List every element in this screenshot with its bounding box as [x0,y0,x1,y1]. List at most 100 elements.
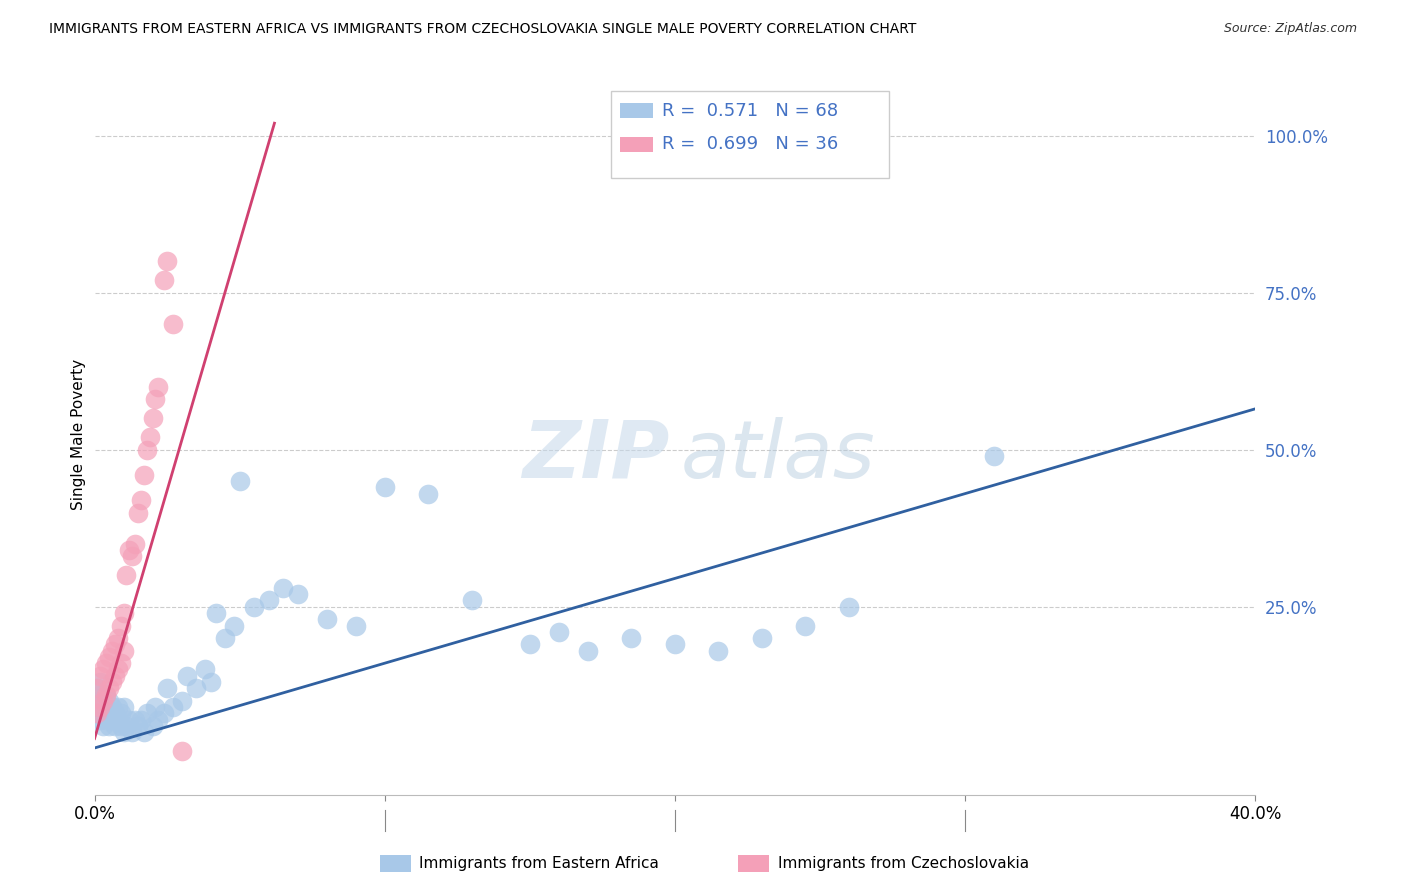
Point [184,681,207,696]
Text: Source: ZipAtlas.com: Source: ZipAtlas.com [1223,22,1357,36]
Text: Immigrants from Czechoslovakia: Immigrants from Czechoslovakia [778,856,1029,871]
Point [145,392,167,407]
Text: atlas: atlas [681,417,876,495]
Point [110,657,132,671]
Point [162,317,184,331]
Point [104,706,127,721]
Point [142,411,165,425]
Point [127,506,149,520]
Point [110,706,132,721]
Point [418,486,440,500]
Point [98,719,121,733]
Point [115,719,138,733]
Point [101,713,124,727]
Point [89,688,111,702]
Point [96,688,118,702]
Point [96,700,118,714]
Point [91,719,114,733]
Point [707,643,730,657]
Point [98,706,121,721]
Point [86,681,108,696]
Point [153,273,176,287]
Point [983,449,1005,463]
Point [138,430,160,444]
Point [129,713,152,727]
Point [315,612,337,626]
Point [200,675,222,690]
Point [127,719,149,733]
Point [145,700,167,714]
Point [89,700,111,714]
Point [121,549,143,564]
Text: ZIP: ZIP [522,417,669,495]
Point [156,681,179,696]
Point [91,663,114,677]
Point [576,643,599,657]
Point [89,675,111,690]
Point [374,480,396,494]
Point [112,643,135,657]
Point [118,713,141,727]
Point [243,599,266,614]
Point [124,537,146,551]
Point [89,700,111,714]
Point [112,700,135,714]
Point [112,606,135,620]
Point [461,593,484,607]
Point [101,643,124,657]
Point [86,694,108,708]
Point [91,694,114,708]
Y-axis label: Single Male Poverty: Single Male Poverty [72,359,86,509]
Point [96,688,118,702]
Point [838,599,860,614]
Point [620,631,643,645]
Point [104,719,127,733]
Point [257,593,280,607]
Point [222,618,245,632]
Point [118,543,141,558]
Point [98,694,121,708]
Point [107,713,129,727]
Text: IMMIGRANTS FROM EASTERN AFRICA VS IMMIGRANTS FROM CZECHOSLOVAKIA SINGLE MALE POV: IMMIGRANTS FROM EASTERN AFRICA VS IMMIGR… [49,22,917,37]
Point [148,380,170,394]
Point [107,663,129,677]
Point [104,669,127,683]
Point [98,681,121,696]
Point [86,706,108,721]
Point [794,618,817,632]
Point [86,706,108,721]
Point [170,744,193,758]
Point [107,631,129,645]
Point [107,700,129,714]
Point [162,700,184,714]
Point [271,581,294,595]
Point [170,694,193,708]
FancyBboxPatch shape [612,91,890,178]
Point [228,474,250,488]
Point [214,631,236,645]
Text: Immigrants from Eastern Africa: Immigrants from Eastern Africa [419,856,659,871]
Point [91,706,114,721]
Point [96,657,118,671]
Point [287,587,309,601]
Point [104,637,127,651]
Point [132,725,155,739]
Point [129,492,152,507]
Point [98,649,121,664]
Point [205,606,228,620]
Point [547,624,569,639]
Point [194,663,217,677]
Point [115,568,138,582]
Point [124,713,146,727]
Point [91,694,114,708]
Point [156,254,179,268]
Point [101,700,124,714]
Point [148,713,170,727]
Point [110,719,132,733]
Point [135,706,157,721]
Point [751,631,773,645]
Point [344,618,367,632]
Point [89,669,111,683]
Point [664,637,686,651]
Point [112,725,135,739]
